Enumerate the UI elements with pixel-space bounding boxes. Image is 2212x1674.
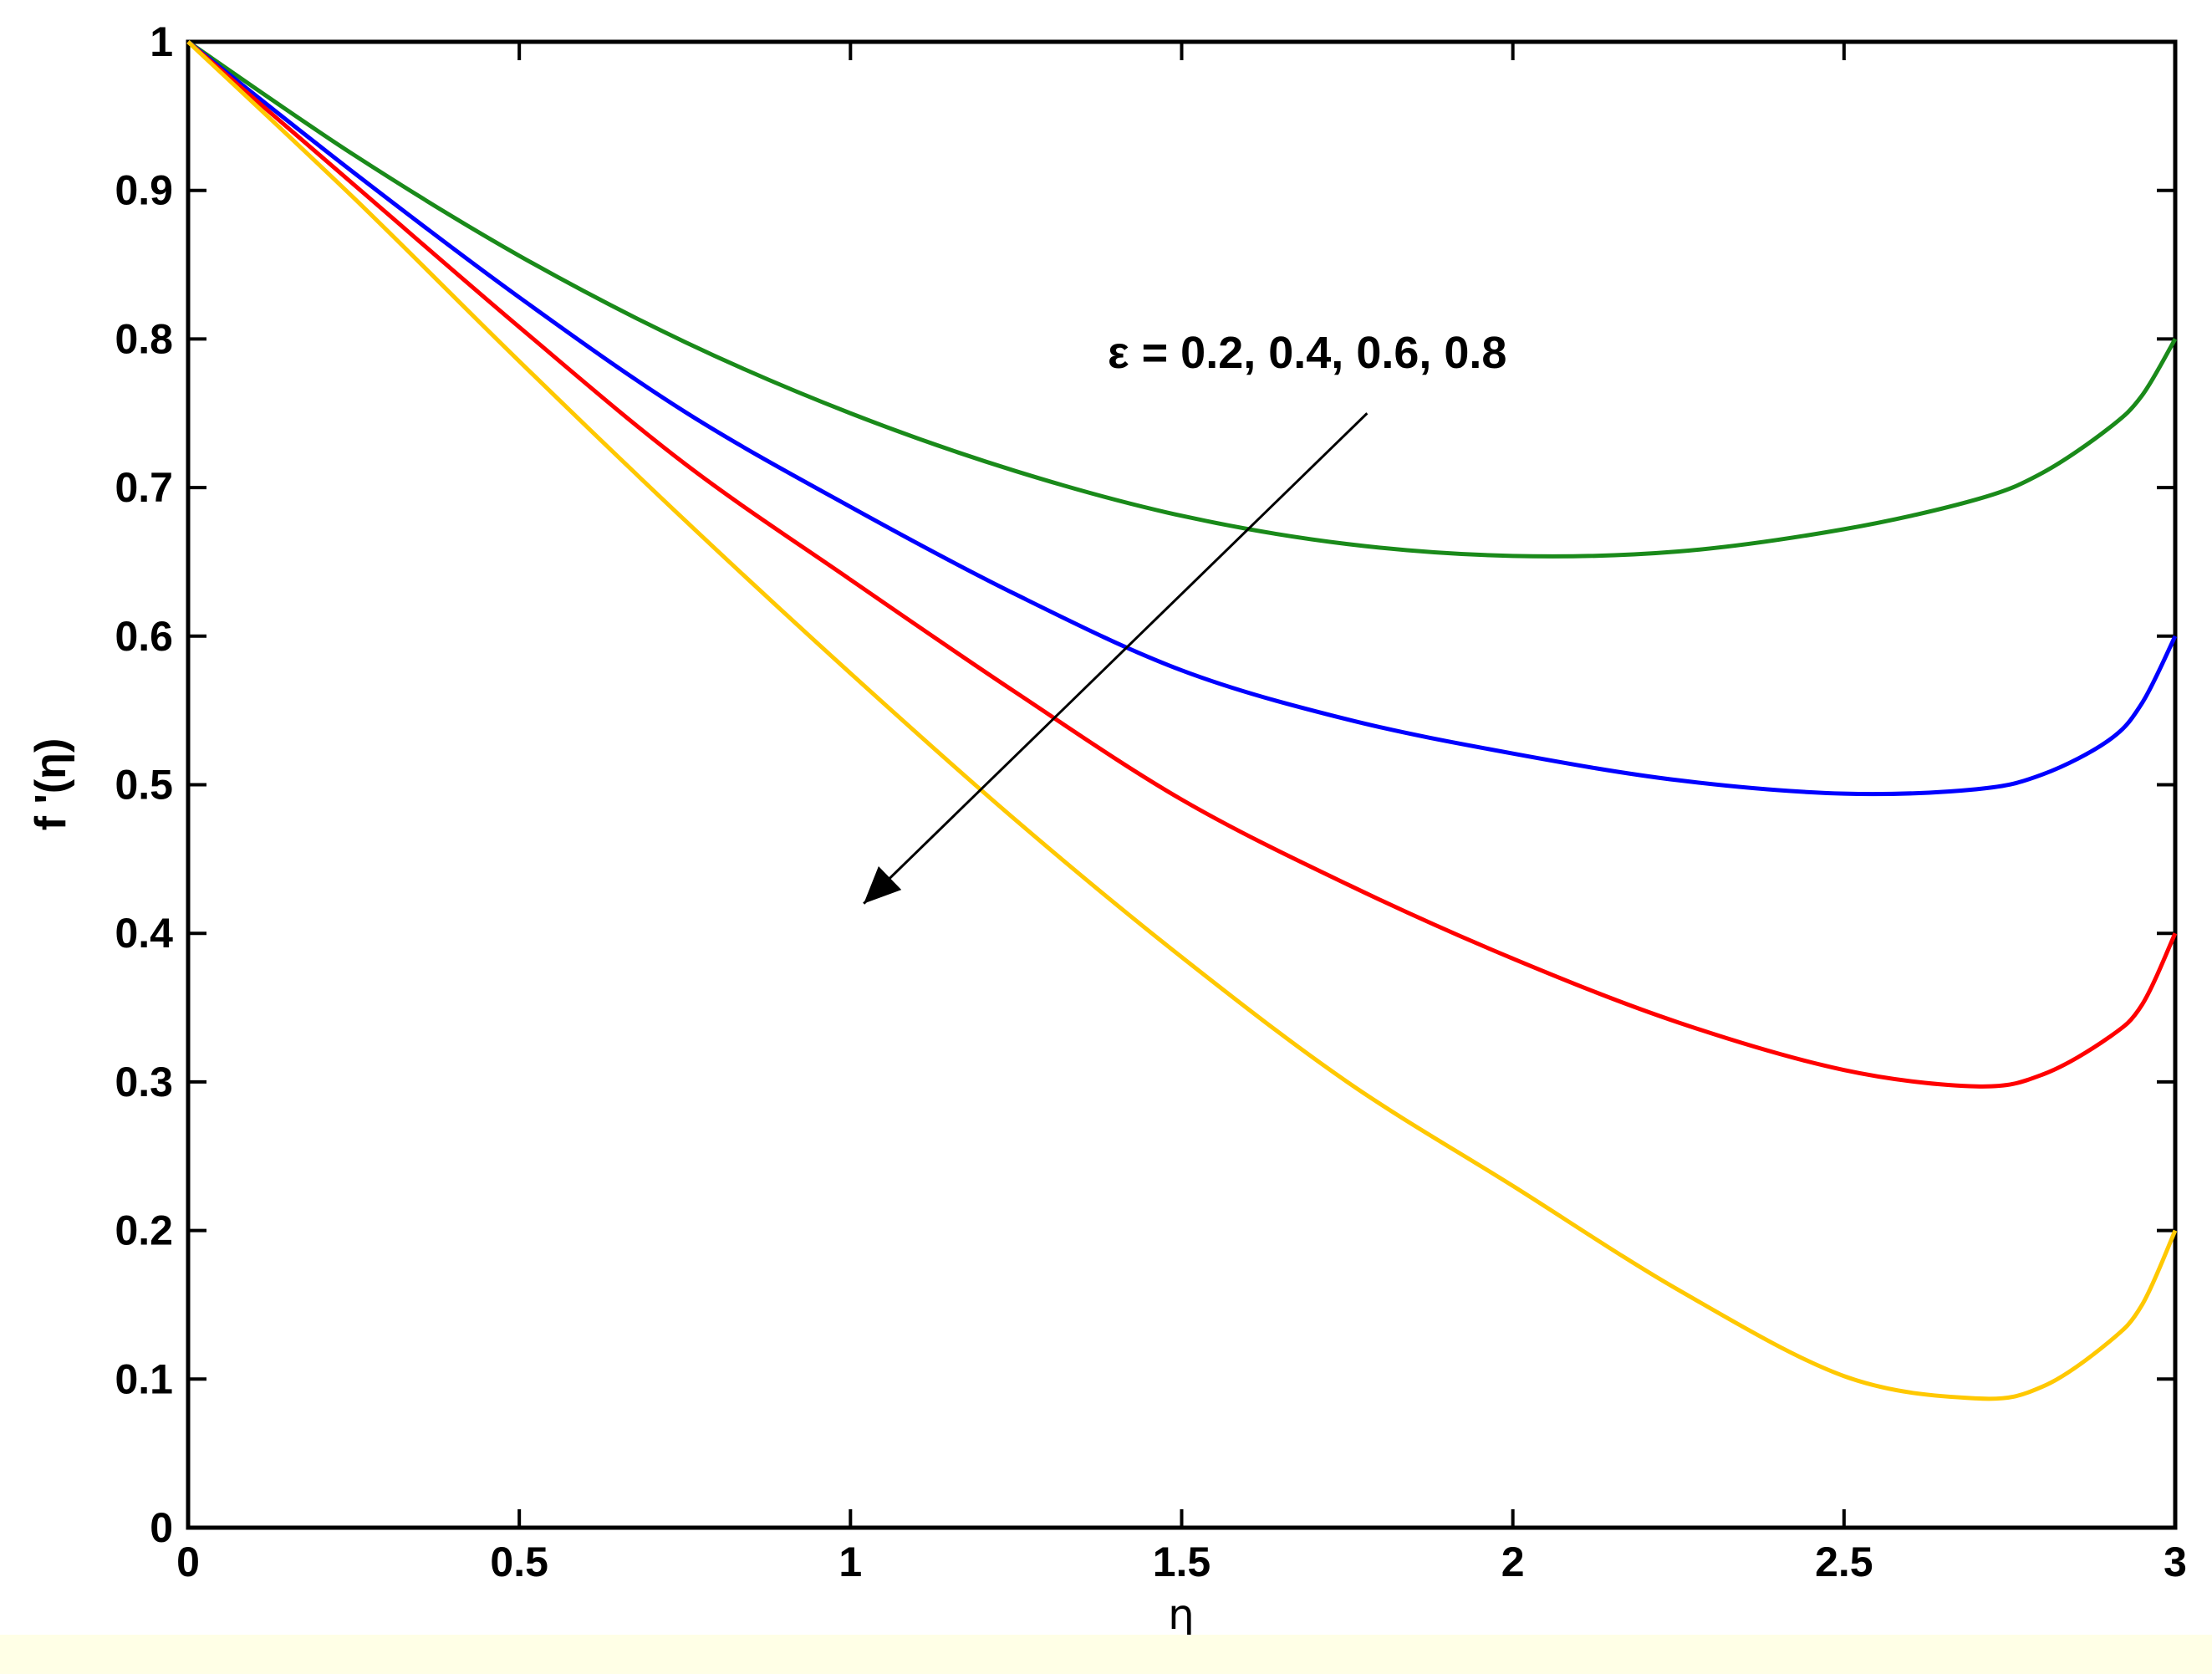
x-tick-label: 0.5 xyxy=(490,1539,548,1585)
y-tick-label: 0.5 xyxy=(115,762,173,809)
y-axis-label: f '(η) xyxy=(27,738,75,831)
x-tick-label: 2 xyxy=(1501,1539,1525,1585)
plot-area xyxy=(186,39,2178,1530)
series-line-1 xyxy=(186,39,2178,559)
y-tick-label: 0.4 xyxy=(115,910,173,957)
y-tick-label: 0.1 xyxy=(115,1355,173,1402)
annotation-group: ε = 0.2, 0.4, 0.6, 0.8 xyxy=(863,328,1506,905)
x-axis-label: η xyxy=(1168,1590,1195,1639)
y-tick-label: 0.3 xyxy=(115,1059,173,1105)
x-tick-label: 1 xyxy=(838,1539,862,1585)
axis-ticks: 0 0.5 1 1.5 2 2.5 3 0 0.1 0.2 0.3 0.4 0.5 0.6 0.7 0.8 0.… xyxy=(115,18,2186,1585)
y-tick-label: 1 xyxy=(150,18,173,65)
annotation-arrow-line xyxy=(863,412,1368,905)
y-tick-label: 0 xyxy=(150,1504,173,1551)
series-lines xyxy=(186,39,2178,1401)
y-tick-label: 0.6 xyxy=(115,613,173,660)
x-tick-label: 0 xyxy=(176,1539,200,1585)
y-tick-label: 0.7 xyxy=(115,464,173,511)
series-line-3 xyxy=(186,40,2178,1089)
annotation-label: ε = 0.2, 0.4, 0.6, 0.8 xyxy=(1108,328,1506,378)
footer-strip xyxy=(0,1635,2212,1674)
y-tick-label: 0.2 xyxy=(115,1207,173,1254)
x-tick-label: 3 xyxy=(2164,1539,2187,1585)
annotation-arrow-head xyxy=(864,866,902,904)
y-tick-label: 0.8 xyxy=(115,315,173,362)
x-tick-label: 2.5 xyxy=(1815,1539,1873,1585)
y-tick-label: 0.9 xyxy=(115,167,173,214)
series-line-4 xyxy=(186,40,2178,1401)
series-line-2 xyxy=(186,40,2178,797)
x-tick-label: 1.5 xyxy=(1153,1539,1211,1585)
